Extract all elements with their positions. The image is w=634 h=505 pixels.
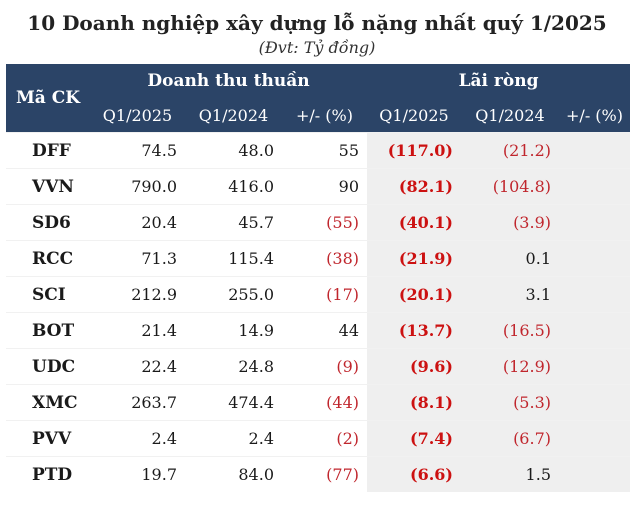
cell-profit-q2025: (8.1) bbox=[367, 384, 461, 421]
cell-code: RCC bbox=[6, 240, 90, 277]
cell-profit-q2024: (16.5) bbox=[461, 312, 559, 349]
cell-profit-q2025: (21.9) bbox=[367, 240, 461, 277]
cell-profit-q2024: (6.7) bbox=[461, 420, 559, 457]
cell-code: VVN bbox=[6, 168, 90, 205]
cell-revenue-q2024: 115.4 bbox=[185, 240, 282, 277]
cell-revenue-q2024: 14.9 bbox=[185, 312, 282, 349]
header-code: Mã CK bbox=[6, 64, 90, 133]
table-row: XMC 263.7 474.4 (44) (8.1) (5.3) bbox=[6, 384, 631, 421]
cell-revenue-change: (9) bbox=[282, 348, 367, 385]
table-row: PVV 2.4 2.4 (2) (7.4) (6.7) bbox=[6, 420, 631, 457]
cell-revenue-change: (77) bbox=[282, 456, 367, 492]
header-row-groups: Mã CK Doanh thu thuần Lãi ròng bbox=[6, 64, 631, 133]
cell-code: PTD bbox=[6, 456, 90, 492]
cell-revenue-change: (44) bbox=[282, 384, 367, 421]
cell-code: BOT bbox=[6, 312, 90, 349]
unit-subtitle: (Đvt: Tỷ đồng) bbox=[258, 38, 376, 57]
table-body: DFF 74.5 48.0 55 (117.0) (21.2) VVN 790.0 416.0 9… bbox=[6, 132, 631, 492]
header-revenue-group: Doanh thu thuần bbox=[90, 64, 367, 98]
header-np-change: +/- (%) bbox=[559, 98, 631, 133]
cell-code: DFF bbox=[6, 132, 90, 169]
table-row: PTD 19.7 84.0 (77) (6.6) 1.5 bbox=[6, 456, 631, 492]
cell-profit-change bbox=[559, 276, 631, 313]
cell-profit-q2024: (12.9) bbox=[461, 348, 559, 385]
cell-profit-change bbox=[559, 204, 631, 241]
cell-revenue-change: (38) bbox=[282, 240, 367, 277]
page-title: 10 Doanh nghiệp xây dựng lỗ nặng nhất qu… bbox=[27, 11, 607, 35]
cell-profit-q2025: (82.1) bbox=[367, 168, 461, 205]
cell-revenue-change: 44 bbox=[282, 312, 367, 349]
cell-revenue-q2025: 21.4 bbox=[90, 312, 185, 349]
cell-code: SD6 bbox=[6, 204, 90, 241]
cell-revenue-q2025: 20.4 bbox=[90, 204, 185, 241]
cell-profit-change bbox=[559, 168, 631, 205]
cell-revenue-change: 55 bbox=[282, 132, 367, 169]
table-row: DFF 74.5 48.0 55 (117.0) (21.2) bbox=[6, 132, 631, 169]
header-np-q2024: Q1/2024 bbox=[461, 98, 559, 133]
cell-profit-q2024: 1.5 bbox=[461, 456, 559, 492]
cell-profit-change bbox=[559, 456, 631, 492]
cell-revenue-q2024: 474.4 bbox=[185, 384, 282, 421]
cell-profit-q2025: (117.0) bbox=[367, 132, 461, 169]
cell-code: SCI bbox=[6, 276, 90, 313]
cell-revenue-q2025: 71.3 bbox=[90, 240, 185, 277]
cell-profit-change bbox=[559, 312, 631, 349]
cell-code: XMC bbox=[6, 384, 90, 421]
cell-revenue-q2024: 255.0 bbox=[185, 276, 282, 313]
cell-profit-q2024: (21.2) bbox=[461, 132, 559, 169]
header-rev-q2024: Q1/2024 bbox=[185, 98, 282, 133]
cell-revenue-q2024: 24.8 bbox=[185, 348, 282, 385]
cell-revenue-q2025: 790.0 bbox=[90, 168, 185, 205]
table-row: VVN 790.0 416.0 90 (82.1) (104.8) bbox=[6, 168, 631, 205]
cell-revenue-change: (2) bbox=[282, 420, 367, 457]
cell-profit-q2024: (104.8) bbox=[461, 168, 559, 205]
cell-profit-change bbox=[559, 348, 631, 385]
cell-profit-q2025: (6.6) bbox=[367, 456, 461, 492]
cell-revenue-q2025: 263.7 bbox=[90, 384, 185, 421]
cell-revenue-q2024: 45.7 bbox=[185, 204, 282, 241]
cell-revenue-change: (55) bbox=[282, 204, 367, 241]
table-row: RCC 71.3 115.4 (38) (21.9) 0.1 bbox=[6, 240, 631, 277]
header-rev-change: +/- (%) bbox=[282, 98, 367, 133]
table-row: BOT 21.4 14.9 44 (13.7) (16.5) bbox=[6, 312, 631, 349]
table-row: SD6 20.4 45.7 (55) (40.1) (3.9) bbox=[6, 204, 631, 241]
cell-revenue-q2024: 84.0 bbox=[185, 456, 282, 492]
cell-revenue-q2025: 22.4 bbox=[90, 348, 185, 385]
cell-profit-q2024: (3.9) bbox=[461, 204, 559, 241]
header-row-periods: Q1/2025 Q1/2024 +/- (%) Q1/2025 Q1/2024 … bbox=[6, 98, 631, 133]
cell-profit-change bbox=[559, 420, 631, 457]
cell-profit-q2025: (13.7) bbox=[367, 312, 461, 349]
header-profit-group: Lãi ròng bbox=[367, 64, 631, 98]
cell-revenue-q2024: 48.0 bbox=[185, 132, 282, 169]
cell-revenue-change: 90 bbox=[282, 168, 367, 205]
cell-revenue-q2025: 212.9 bbox=[90, 276, 185, 313]
cell-code: PVV bbox=[6, 420, 90, 457]
table-row: UDC 22.4 24.8 (9) (9.6) (12.9) bbox=[6, 348, 631, 385]
cell-profit-change bbox=[559, 384, 631, 421]
cell-code: UDC bbox=[6, 348, 90, 385]
cell-revenue-q2025: 74.5 bbox=[90, 132, 185, 169]
header-rev-q2025: Q1/2025 bbox=[90, 98, 185, 133]
cell-revenue-q2025: 2.4 bbox=[90, 420, 185, 457]
cell-profit-q2024: 3.1 bbox=[461, 276, 559, 313]
cell-revenue-q2025: 19.7 bbox=[90, 456, 185, 492]
cell-profit-change bbox=[559, 132, 631, 169]
cell-profit-q2025: (7.4) bbox=[367, 420, 461, 457]
cell-profit-q2025: (40.1) bbox=[367, 204, 461, 241]
cell-profit-q2024: 0.1 bbox=[461, 240, 559, 277]
cell-profit-q2025: (9.6) bbox=[367, 348, 461, 385]
cell-profit-q2024: (5.3) bbox=[461, 384, 559, 421]
header-np-q2025: Q1/2025 bbox=[367, 98, 461, 133]
cell-profit-change bbox=[559, 240, 631, 277]
cell-revenue-q2024: 2.4 bbox=[185, 420, 282, 457]
cell-profit-q2025: (20.1) bbox=[367, 276, 461, 313]
cell-revenue-q2024: 416.0 bbox=[185, 168, 282, 205]
loss-table: Mã CK Doanh thu thuần Lãi ròng Q1/2025 Q… bbox=[6, 64, 631, 492]
table-row: SCI 212.9 255.0 (17) (20.1) 3.1 bbox=[6, 276, 631, 313]
cell-revenue-change: (17) bbox=[282, 276, 367, 313]
